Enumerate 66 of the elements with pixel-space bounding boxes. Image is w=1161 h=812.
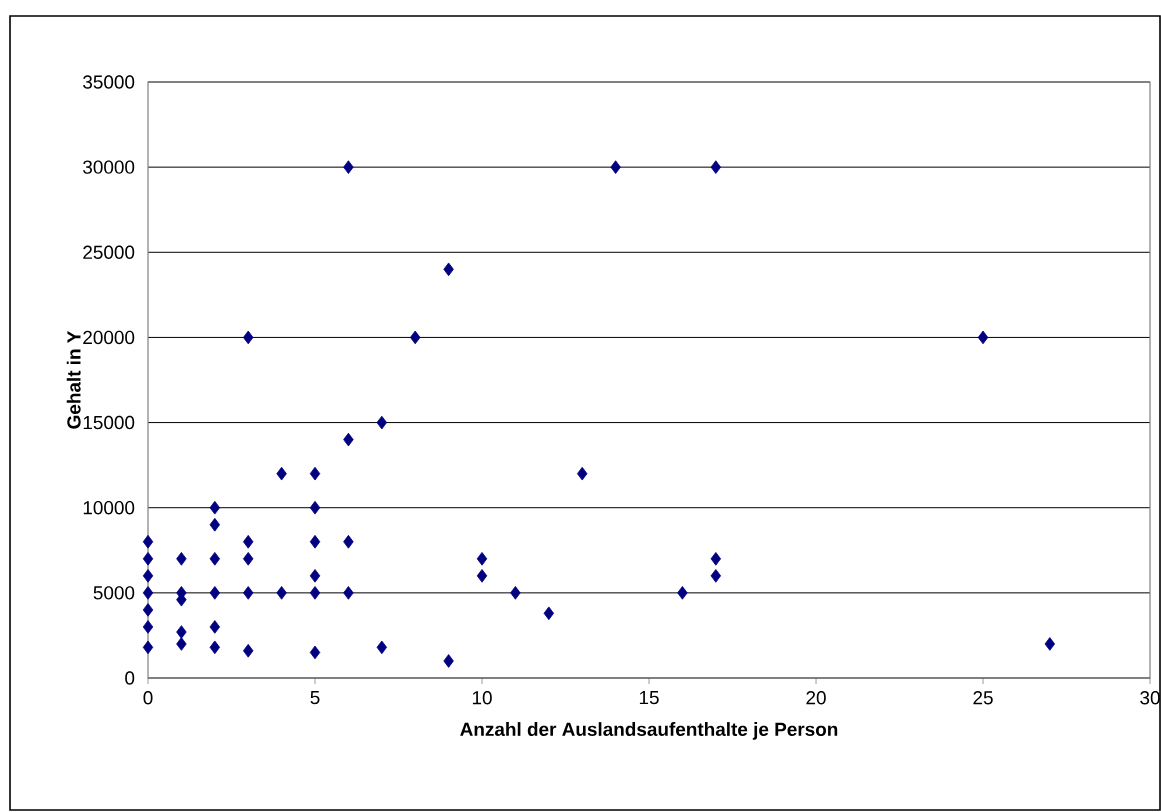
x-tick-label: 0 [143,691,153,705]
y-tick-label: 5000 [93,586,135,600]
point [410,330,421,345]
point [376,640,388,655]
point [343,432,354,447]
y-tick-label: 25000 [83,245,135,259]
point [309,645,321,660]
y-tick-label: 20000 [83,330,135,345]
point [142,569,154,583]
point [1044,637,1056,651]
point [276,466,287,481]
point [176,625,187,639]
point [343,586,354,600]
point [543,606,555,621]
y-tick-label: 30000 [83,160,135,174]
point [309,500,321,515]
point [510,586,521,600]
point [710,552,722,566]
point [142,552,154,566]
point [443,654,454,668]
point [209,552,221,566]
point [142,534,154,549]
point [209,586,221,600]
point [343,534,354,549]
y-tick-label: 10000 [83,501,135,515]
point [343,160,354,174]
point [209,517,221,532]
point [476,569,488,583]
y-tick-label: 15000 [83,415,135,430]
point [243,534,254,549]
point [476,552,488,566]
point [677,586,688,600]
point [209,640,221,655]
point [142,640,154,655]
point [443,262,454,277]
point [176,637,187,651]
point [309,466,321,481]
point [376,415,388,430]
point [243,643,254,658]
x-tick-label: 5 [310,691,320,705]
point [577,466,588,481]
y-axis-title: Gehalt in Y [66,330,81,429]
x-axis-title: Anzahl der Auslandsaufenthalte je Person [460,722,838,740]
point [243,552,254,566]
point [610,160,621,174]
point [309,534,321,549]
point [977,330,989,345]
point [142,586,154,600]
x-tick-label: 15 [639,691,659,705]
x-tick-label: 10 [472,691,492,705]
point [176,552,187,566]
point [710,160,722,174]
point [142,620,154,634]
y-tick-label: 35000 [83,75,135,89]
x-tick-label: 25 [973,691,993,705]
point [243,586,254,600]
y-tick-label: 0 [125,671,135,685]
point [309,586,321,600]
point [209,500,221,515]
point [243,330,254,345]
point [209,620,221,634]
point [276,586,287,600]
point [142,603,154,617]
point [710,569,722,583]
x-tick-label: 20 [806,691,826,705]
point [309,569,321,583]
